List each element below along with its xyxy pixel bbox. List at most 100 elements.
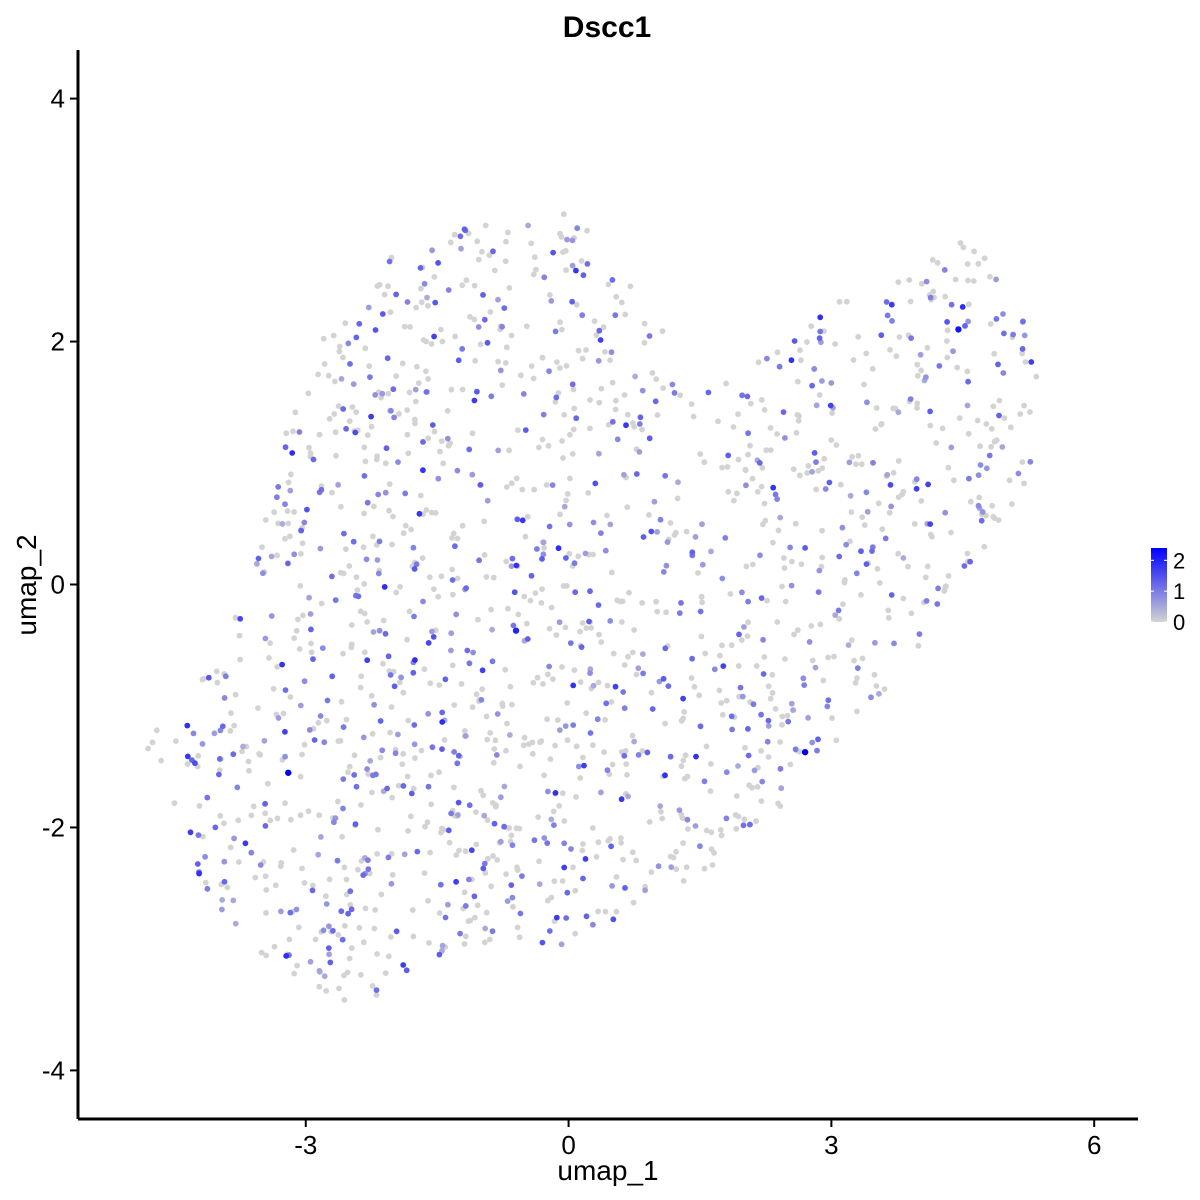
- data-point: [291, 551, 298, 558]
- data-point: [654, 529, 660, 535]
- data-point: [657, 803, 664, 809]
- data-point: [631, 423, 637, 430]
- data-point: [301, 678, 308, 685]
- data-point: [489, 626, 495, 633]
- data-point: [319, 645, 326, 651]
- data-point: [428, 341, 435, 347]
- data-point: [493, 752, 500, 758]
- data-point: [340, 776, 347, 782]
- data-point: [531, 837, 538, 844]
- data-point: [658, 808, 664, 815]
- data-point: [449, 577, 456, 583]
- data-point: [884, 471, 891, 478]
- data-point: [296, 429, 303, 435]
- data-point: [473, 809, 479, 815]
- data-point: [575, 763, 582, 770]
- data-point: [952, 276, 959, 283]
- data-point: [361, 610, 368, 617]
- data-point: [353, 334, 360, 341]
- data-point: [667, 753, 674, 760]
- data-point: [444, 407, 451, 414]
- data-point: [437, 448, 443, 455]
- data-point: [517, 372, 524, 379]
- data-point: [397, 583, 403, 590]
- data-point: [596, 399, 603, 406]
- data-point: [341, 922, 348, 929]
- data-point: [334, 857, 341, 864]
- data-point: [917, 351, 924, 358]
- data-point: [613, 874, 620, 880]
- data-point: [913, 476, 920, 483]
- data-point: [405, 717, 412, 724]
- data-point: [678, 811, 685, 818]
- data-point: [242, 840, 249, 847]
- data-point: [991, 438, 998, 445]
- data-point: [445, 901, 451, 908]
- data-point: [864, 508, 871, 515]
- data-point: [585, 490, 592, 496]
- data-point: [893, 353, 900, 360]
- data-point: [567, 640, 574, 646]
- data-point: [974, 417, 981, 424]
- data-point: [653, 376, 660, 382]
- data-point: [739, 392, 745, 399]
- data-point: [745, 752, 752, 759]
- data-point: [357, 684, 364, 691]
- data-point: [521, 593, 528, 600]
- data-point: [895, 409, 902, 416]
- data-point: [678, 763, 685, 770]
- data-point: [425, 435, 432, 442]
- data-point: [791, 631, 797, 638]
- data-point: [422, 823, 428, 830]
- data-point: [564, 236, 570, 243]
- data-point: [369, 730, 376, 737]
- data-point: [329, 489, 335, 496]
- data-point: [1020, 318, 1026, 325]
- data-point: [870, 459, 876, 466]
- data-point: [863, 350, 870, 357]
- data-point: [668, 864, 675, 870]
- data-point: [595, 679, 602, 686]
- data-point: [300, 612, 306, 619]
- data-point: [561, 503, 568, 510]
- data-point: [604, 512, 610, 519]
- data-point: [662, 472, 669, 479]
- data-point: [364, 499, 371, 506]
- data-point: [774, 349, 781, 356]
- data-point: [196, 803, 203, 809]
- data-point: [528, 363, 535, 369]
- data-point: [808, 323, 815, 330]
- data-point: [459, 386, 466, 393]
- y-tick-label: -4: [42, 1055, 65, 1085]
- data-point: [678, 600, 684, 606]
- highlight-point: [285, 769, 292, 776]
- data-point: [557, 230, 563, 237]
- data-point: [895, 279, 902, 285]
- data-point: [577, 775, 584, 781]
- data-point: [769, 671, 776, 678]
- data-point: [231, 835, 238, 842]
- data-point: [662, 720, 668, 727]
- data-point: [556, 803, 563, 809]
- x-tick-label: 3: [824, 1130, 838, 1160]
- data-point: [318, 600, 325, 607]
- data-point: [588, 625, 594, 631]
- data-point: [446, 839, 453, 846]
- data-point: [608, 349, 615, 356]
- data-point: [308, 626, 314, 633]
- data-point: [445, 827, 452, 834]
- data-point: [613, 908, 620, 915]
- data-point: [812, 664, 819, 671]
- data-point: [935, 585, 941, 592]
- data-point: [629, 849, 636, 856]
- data-point: [321, 739, 328, 746]
- data-point: [613, 397, 619, 404]
- data-point: [605, 421, 612, 428]
- data-point: [369, 789, 375, 796]
- data-point: [545, 788, 551, 795]
- data-point: [158, 757, 165, 764]
- data-point: [509, 701, 515, 708]
- data-point: [442, 914, 449, 921]
- data-point: [327, 959, 334, 966]
